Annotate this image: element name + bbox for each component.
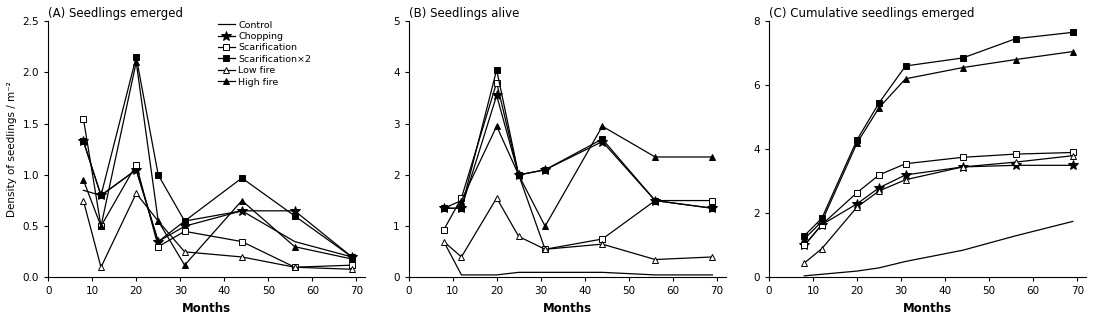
X-axis label: Months: Months <box>183 302 232 315</box>
Text: (C) Cumulative seedlings emerged: (C) Cumulative seedlings emerged <box>769 7 975 20</box>
X-axis label: Months: Months <box>903 302 952 315</box>
Y-axis label: Density of seedlings / m⁻²: Density of seedlings / m⁻² <box>7 81 17 217</box>
Text: (A) Seedlings emerged: (A) Seedlings emerged <box>48 7 184 20</box>
Legend: Control, Chopping, Scarification, Scarification×2, Low fire, High fire: Control, Chopping, Scarification, Scarif… <box>218 21 312 87</box>
Text: (B) Seedlings alive: (B) Seedlings alive <box>409 7 519 20</box>
X-axis label: Months: Months <box>542 302 591 315</box>
